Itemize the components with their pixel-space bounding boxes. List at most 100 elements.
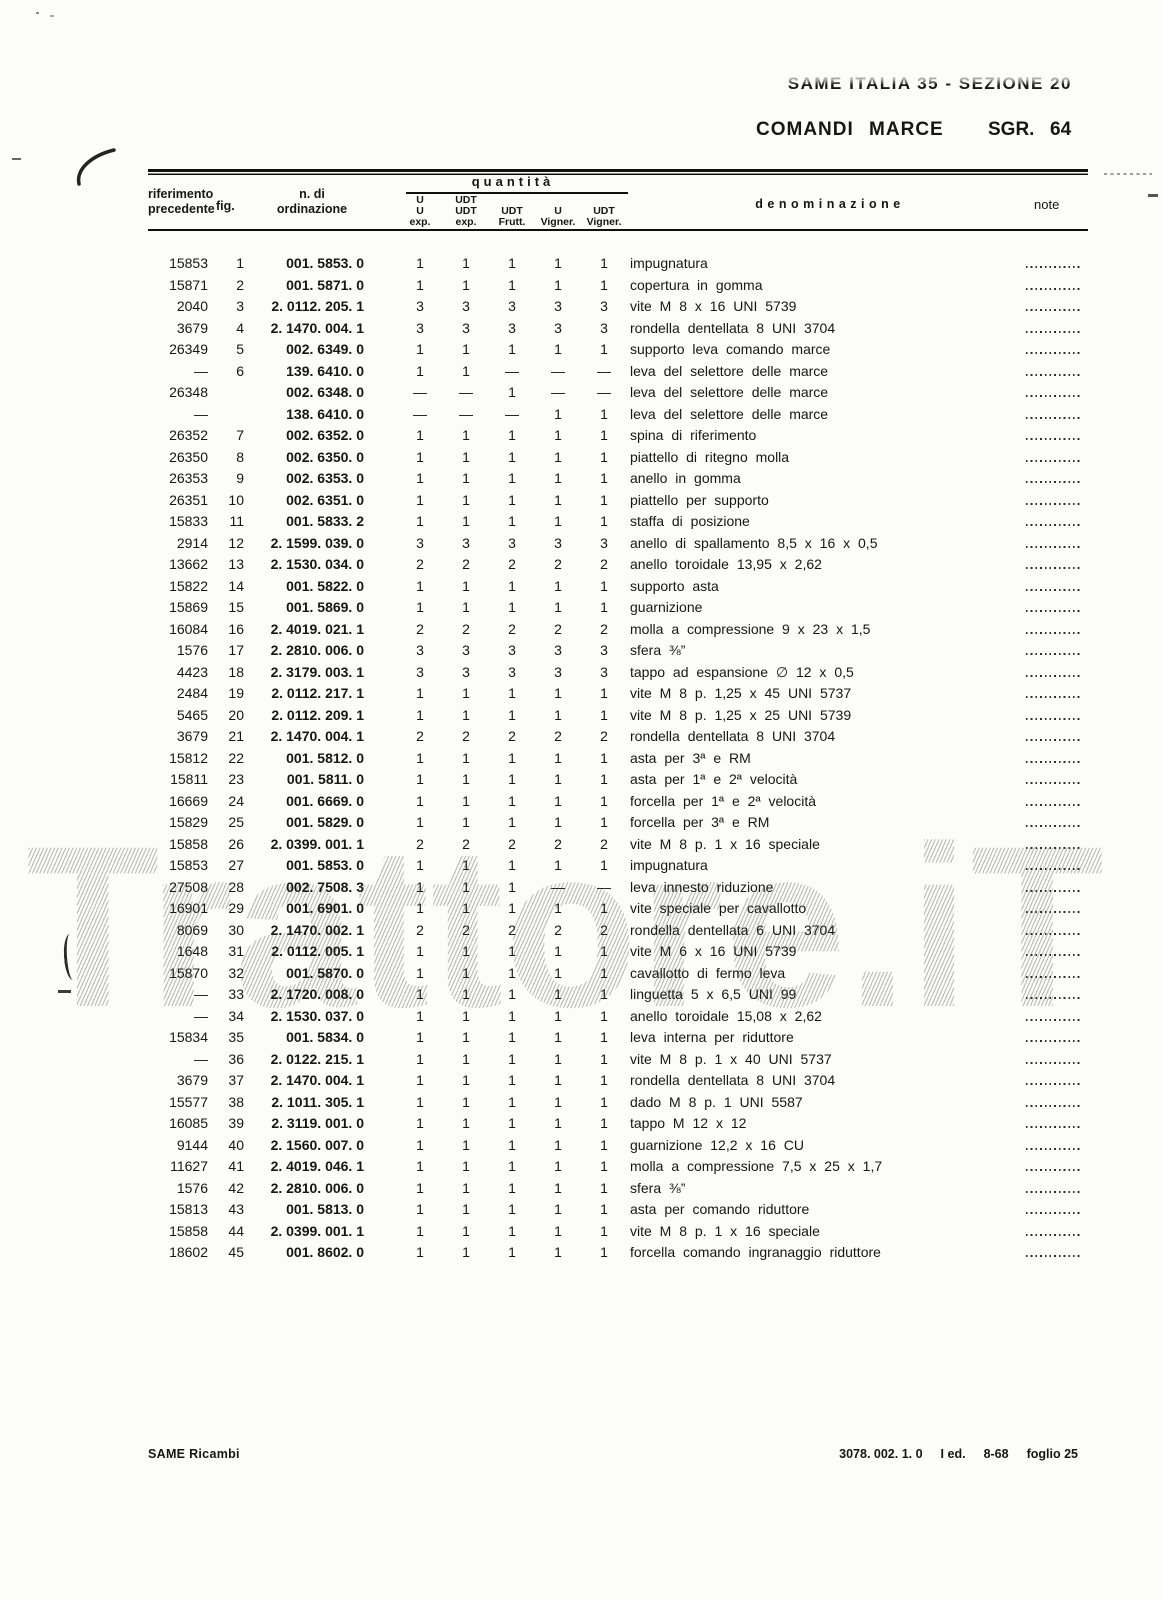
cell-riferimento: 26352: [169, 427, 208, 443]
scan-speck: [36, 12, 39, 14]
table-row: 16669 24 001. 6669. 0 1 1 1 1 1 forcella per 1ª …: [148, 790, 1088, 812]
cell-riferimento: 3679: [176, 319, 208, 336]
cell-fig: 9: [236, 470, 244, 486]
pen-paren-mark: [62, 933, 81, 981]
table-row: 16901 29 001. 6901. 0 1 1 1 1 1 vite speciale pe…: [148, 898, 1088, 920]
footer-code: 3078. 002. 1. 0: [839, 1447, 923, 1461]
cell-qty: 1: [600, 1136, 608, 1153]
cell-riferimento: —: [194, 986, 208, 1002]
cell-qty: 1: [462, 276, 470, 293]
footer-publisher: SAME Ricambi: [148, 1447, 240, 1461]
cell-denominazione: leva del selettore delle marce: [630, 405, 829, 422]
cell-qty: 2: [416, 620, 424, 637]
cell-fig: 43: [228, 1201, 244, 1217]
qty-column-header: UDT Vigner.: [586, 205, 622, 228]
cell-qty: 1: [600, 513, 608, 529]
cell-fig: 10: [228, 491, 244, 508]
cell-qty: —: [505, 362, 519, 379]
cell-qty: 1: [554, 276, 562, 293]
cell-qty: 1: [600, 986, 608, 1002]
scan-mark: [1148, 194, 1158, 197]
cell-qty: 1: [600, 685, 608, 701]
cell-fig: 3: [236, 298, 244, 314]
cell-qty: 1: [554, 1222, 562, 1239]
note-dots: [1026, 1027, 1080, 1049]
pen-mark: [76, 148, 116, 186]
cell-qty: 1: [416, 513, 424, 529]
cell-denominazione: linguetta 5 x 6,5 UNI 99: [630, 986, 797, 1002]
note-dots: [1026, 1220, 1080, 1242]
cell-fig: 2: [236, 276, 244, 293]
cell-ordinazione: 2. 1470. 004. 1: [270, 728, 364, 744]
note-dots: [1026, 468, 1080, 490]
cell-fig: 40: [228, 1136, 244, 1153]
note-dots: [1026, 274, 1080, 296]
document-reference: SAME ITALIA 35 - SEZIONE 20: [787, 74, 1072, 93]
cell-ordinazione: 2. 1530. 034. 0: [270, 556, 364, 572]
cell-riferimento: 18602: [169, 1244, 208, 1260]
cell-qty: 1: [462, 1072, 470, 1088]
note-dots: [1026, 1113, 1080, 1135]
table-row: 3679 4 2. 1470. 004. 1 3 3 3 3 3 rondella dentel…: [148, 317, 1088, 339]
cell-fig: 7: [236, 427, 244, 443]
cell-qty: —: [413, 384, 427, 400]
note-dots: [1026, 446, 1080, 468]
cell-qty: 1: [554, 749, 562, 766]
cell-qty: 3: [554, 642, 562, 658]
cell-denominazione: rondella dentellata 8 UNI 3704: [630, 728, 836, 744]
cell-riferimento: —: [194, 362, 208, 379]
cell-ordinazione: 001. 5870. 0: [286, 964, 364, 981]
cell-ordinazione: 2. 0112. 217. 1: [271, 685, 364, 701]
cell-qty: 1: [508, 513, 516, 529]
column-header-note: note: [1034, 197, 1060, 212]
cell-fig: 1: [236, 255, 244, 271]
cell-ordinazione: 002. 6349. 0: [286, 341, 364, 357]
cell-denominazione: molla a compressione 9 x 23 x 1,5: [630, 620, 871, 637]
cell-denominazione: asta per comando riduttore: [630, 1201, 810, 1217]
cell-qty: 1: [462, 341, 470, 357]
table-row: 27508 28 002. 7508. 3 1 1 1 — — leva innesto rid…: [148, 876, 1088, 898]
cell-ordinazione: 2. 0399. 001. 1: [270, 835, 364, 852]
cell-ordinazione: 2. 1530. 037. 0: [270, 1007, 364, 1024]
table-row: 15834 35 001. 5834. 0 1 1 1 1 1 leva interna per…: [148, 1027, 1088, 1049]
cell-qty: 1: [508, 685, 516, 701]
cell-fig: 12: [228, 534, 244, 551]
cell-ordinazione: 2. 1470. 004. 1: [270, 1072, 364, 1088]
cell-riferimento: 8069: [176, 921, 208, 938]
cell-denominazione: staffa di posizione: [630, 513, 750, 529]
column-header-quantita: quantità: [471, 174, 555, 189]
column-header-riferimento: riferimento precedente: [148, 187, 215, 216]
cell-qty: 1: [554, 255, 562, 271]
cell-qty: 3: [554, 663, 562, 680]
cell-riferimento: 26353: [169, 470, 208, 486]
cell-qty: 2: [600, 728, 608, 744]
cell-qty: 1: [416, 986, 424, 1002]
cell-riferimento: 15858: [169, 835, 208, 852]
cell-fig: 11: [229, 513, 244, 529]
table-row: 4423 18 2. 3179. 003. 1 3 3 3 3 3 tappo ad espan…: [148, 661, 1088, 683]
cell-qty: 1: [508, 276, 516, 293]
cell-ordinazione: 2. 1560. 007. 0: [270, 1136, 364, 1153]
cell-qty: 2: [554, 835, 562, 852]
table-row: 1576 17 2. 2810. 006. 0 3 3 3 3 3 sfera ⅜”: [148, 640, 1088, 662]
cell-ordinazione: 2. 1470. 004. 1: [270, 319, 364, 336]
cell-qty: 3: [600, 319, 608, 336]
cell-riferimento: 15822: [169, 577, 208, 594]
cell-qty: 1: [416, 792, 424, 809]
cell-qty: 1: [600, 792, 608, 809]
cell-denominazione: vite M 6 x 16 UNI 5739: [630, 943, 797, 959]
cell-qty: 2: [416, 835, 424, 852]
cell-qty: 1: [508, 749, 516, 766]
cell-ordinazione: 2. 4019. 021. 1: [270, 620, 364, 637]
note-dots: [1026, 597, 1080, 619]
cell-qty: 1: [462, 878, 470, 895]
cell-qty: 2: [600, 835, 608, 852]
cell-qty: 1: [554, 1201, 562, 1217]
cell-qty: 3: [462, 642, 470, 658]
table-row: 26353 9 002. 6353. 0 1 1 1 1 1 anello in gomma: [148, 468, 1088, 490]
cell-qty: 1: [508, 470, 516, 486]
cell-qty: 1: [554, 1029, 562, 1045]
cell-qty: 1: [462, 427, 470, 443]
table-row: 15829 25 001. 5829. 0 1 1 1 1 1 forcella per 3ª …: [148, 812, 1088, 834]
